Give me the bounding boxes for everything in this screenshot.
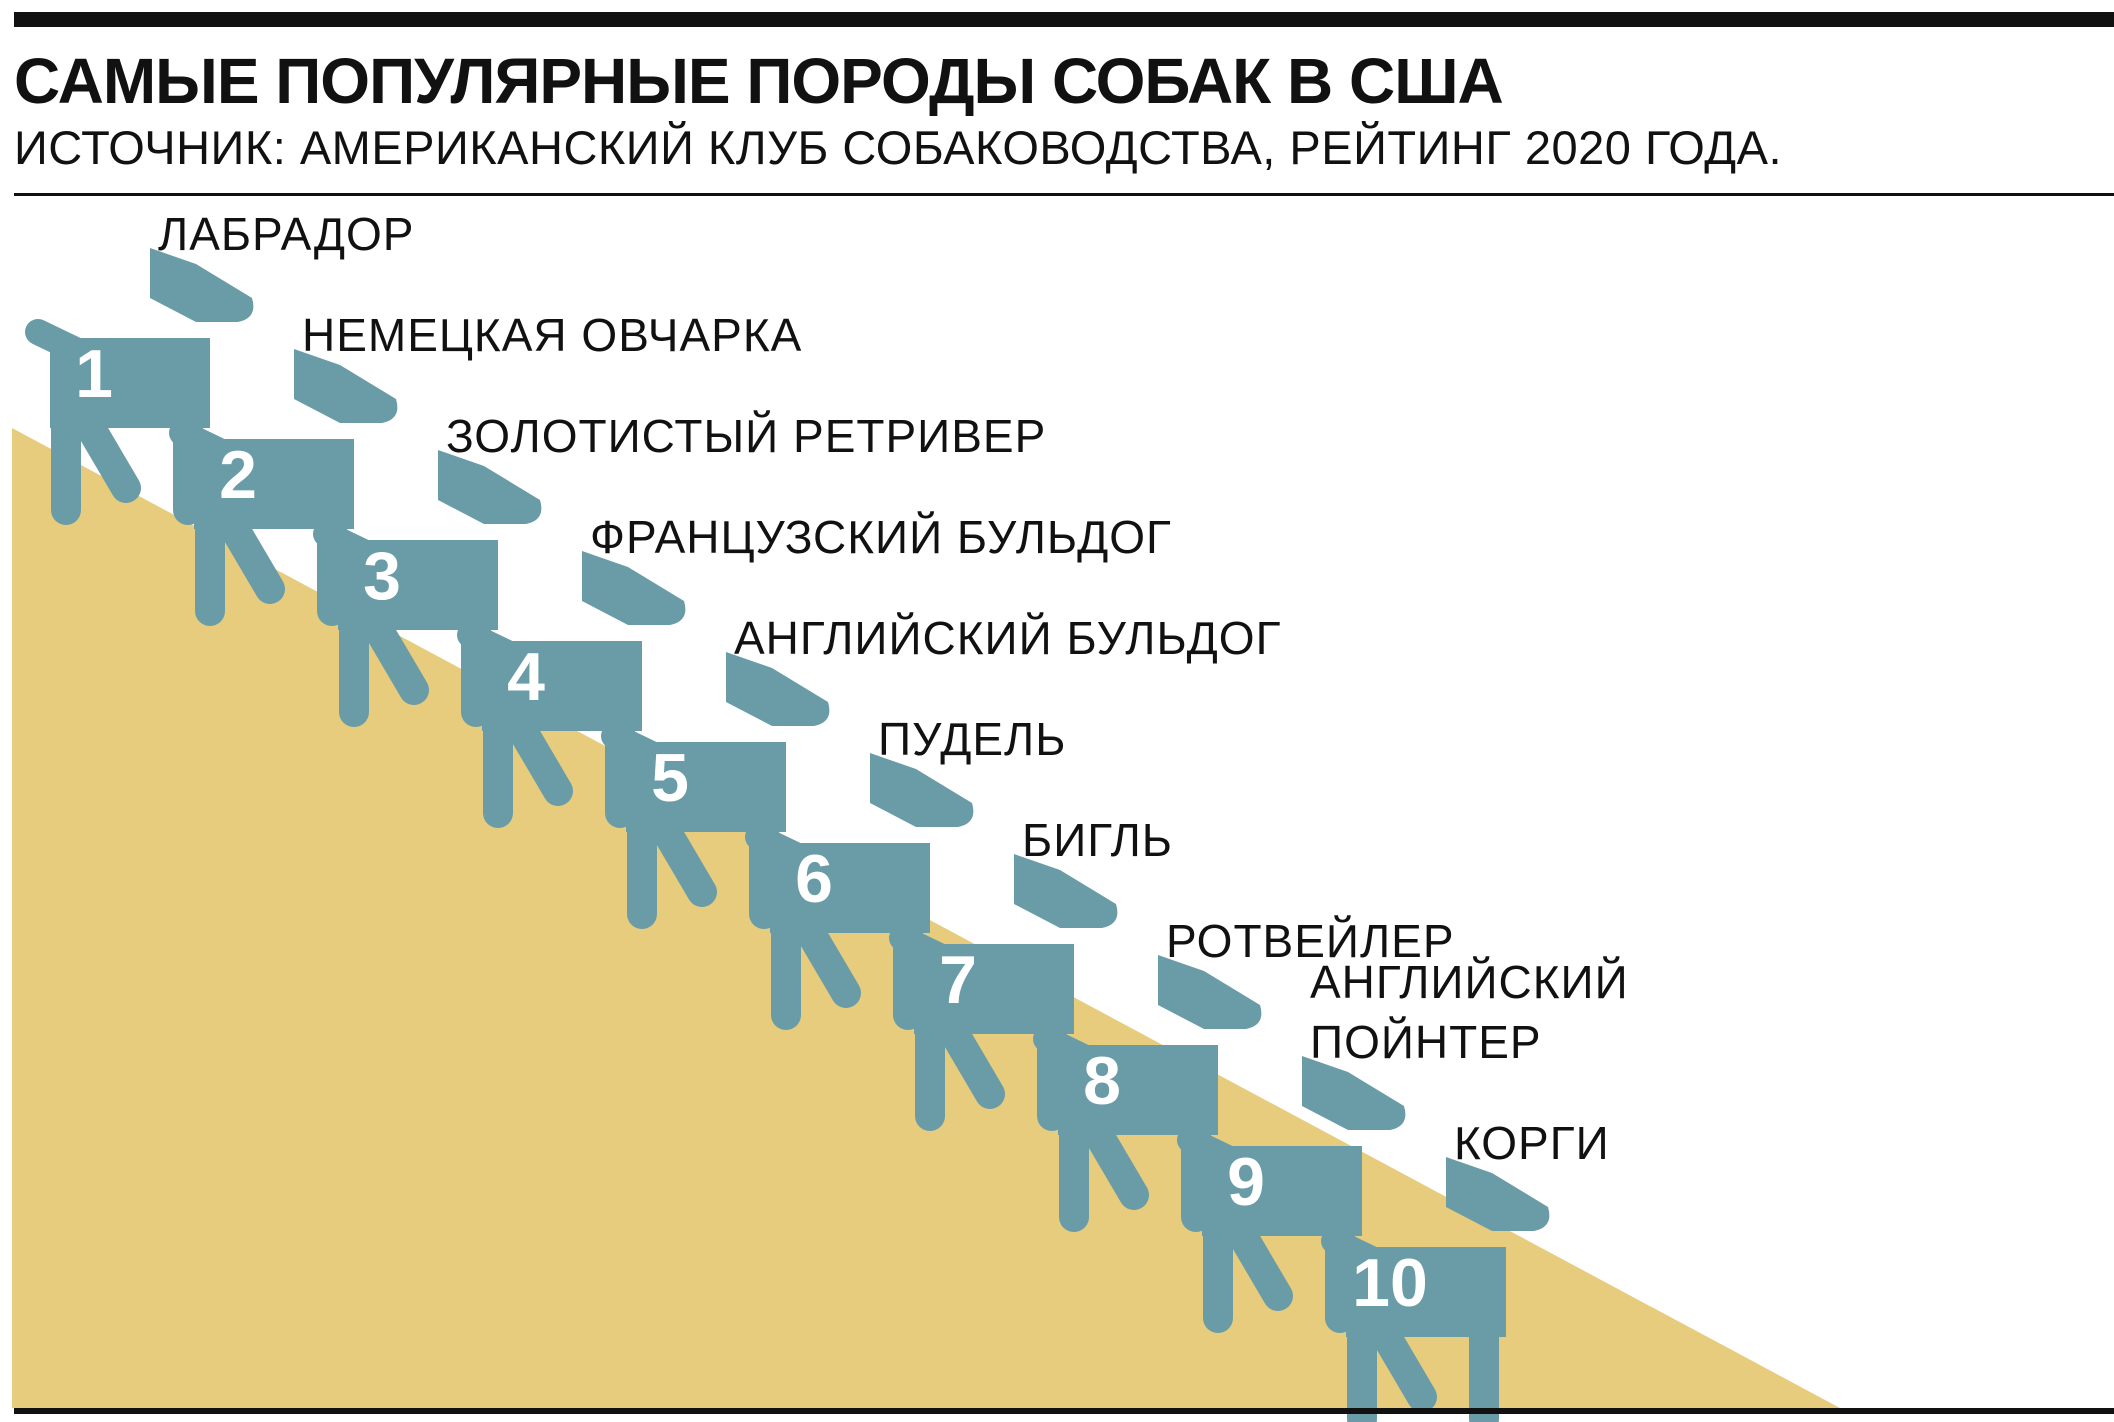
dog-back-leg-angled	[503, 708, 573, 806]
dog-head	[150, 248, 254, 322]
rank-number: 1	[75, 336, 113, 412]
rank-number: 4	[507, 639, 545, 715]
breed-name: РОТВЕЙЛЕР	[1166, 915, 1455, 967]
dog-head	[294, 349, 398, 423]
dog-list: 1 ЛАБРАДОР 2 НЕМЕЦКАЯ ОВЧАРКА 3 ЗОЛОТИСТЫЙ РЕ…	[25, 208, 1629, 1422]
dog-icon	[601, 652, 830, 929]
dog-back-leg-angled	[935, 1011, 1005, 1109]
breed-name: АНГЛИЙСКИЙ	[1310, 956, 1629, 1008]
dog-back-leg-angled	[791, 910, 861, 1008]
dog-icon	[457, 551, 686, 828]
dog-back-leg-angled	[1079, 1112, 1149, 1210]
dog-back-leg-angled	[647, 809, 717, 907]
dog-head	[726, 652, 830, 726]
rank-number: 10	[1352, 1245, 1428, 1321]
dog-head	[1158, 955, 1262, 1029]
dog-icon	[745, 753, 974, 1030]
breed-item: 1 ЛАБРАДОР	[25, 208, 415, 525]
breed-name: ЛАБРАДОР	[158, 208, 415, 260]
rank-number: 5	[651, 740, 689, 816]
dog-head	[870, 753, 974, 827]
rank-number: 8	[1083, 1043, 1121, 1119]
rank-number: 6	[795, 841, 833, 917]
breed-item: 4 ФРАНЦУЗСКИЙ БУЛЬДОГ	[457, 511, 1172, 828]
chart-subtitle: ИСТОЧНИК: АМЕРИКАНСКИЙ КЛУБ СОБАКОВОДСТВ…	[14, 121, 1783, 174]
dog-icon	[1033, 955, 1262, 1232]
dog-icon	[1321, 1157, 1550, 1422]
dog-back-leg-angled	[1367, 1314, 1437, 1412]
dog-head	[1014, 854, 1118, 928]
rank-number: 9	[1227, 1144, 1265, 1220]
rank-number: 2	[219, 437, 257, 513]
dog-head	[1446, 1157, 1550, 1231]
dog-back-leg-angled	[71, 405, 141, 503]
header-divider	[14, 193, 2114, 196]
dog-back-leg-angled	[215, 506, 285, 604]
dog-head	[438, 450, 542, 524]
breed-item: 6 ПУДЕЛЬ	[745, 713, 1066, 1030]
breed-name: АНГЛИЙСКИЙ БУЛЬДОГ	[734, 612, 1282, 664]
breed-item: 8 РОТВЕЙЛЕР	[1033, 915, 1455, 1232]
dog-head	[1302, 1056, 1406, 1130]
bottom-rule	[14, 1408, 2114, 1414]
rank-number: 7	[939, 942, 977, 1018]
breed-item: 5 АНГЛИЙСКИЙ БУЛЬДОГ	[601, 612, 1282, 929]
breed-name: ФРАНЦУЗСКИЙ БУЛЬДОГ	[590, 511, 1172, 563]
breed-item: 2 НЕМЕЦКАЯ ОВЧАРКА	[169, 309, 802, 626]
breed-item: 10 КОРГИ	[1321, 1117, 1610, 1422]
chart-title: САМЫЕ ПОПУЛЯРНЫЕ ПОРОДЫ СОБАК В США	[14, 45, 1504, 117]
dog-icon	[169, 349, 398, 626]
breed-name: ПОЙНТЕР	[1310, 1016, 1542, 1068]
dog-back-leg-angled	[359, 607, 429, 705]
top-rule	[14, 12, 2114, 27]
breed-name: ЗОЛОТИСТЫЙ РЕТРИВЕР	[446, 410, 1046, 462]
breed-name: КОРГИ	[1454, 1117, 1610, 1169]
breed-name: НЕМЕЦКАЯ ОВЧАРКА	[302, 309, 802, 361]
dog-head	[582, 551, 686, 625]
dog-back-leg-angled	[1223, 1213, 1293, 1311]
rank-number: 3	[363, 538, 401, 614]
breed-name: БИГЛЬ	[1022, 814, 1173, 866]
breed-name: ПУДЕЛЬ	[878, 713, 1066, 765]
